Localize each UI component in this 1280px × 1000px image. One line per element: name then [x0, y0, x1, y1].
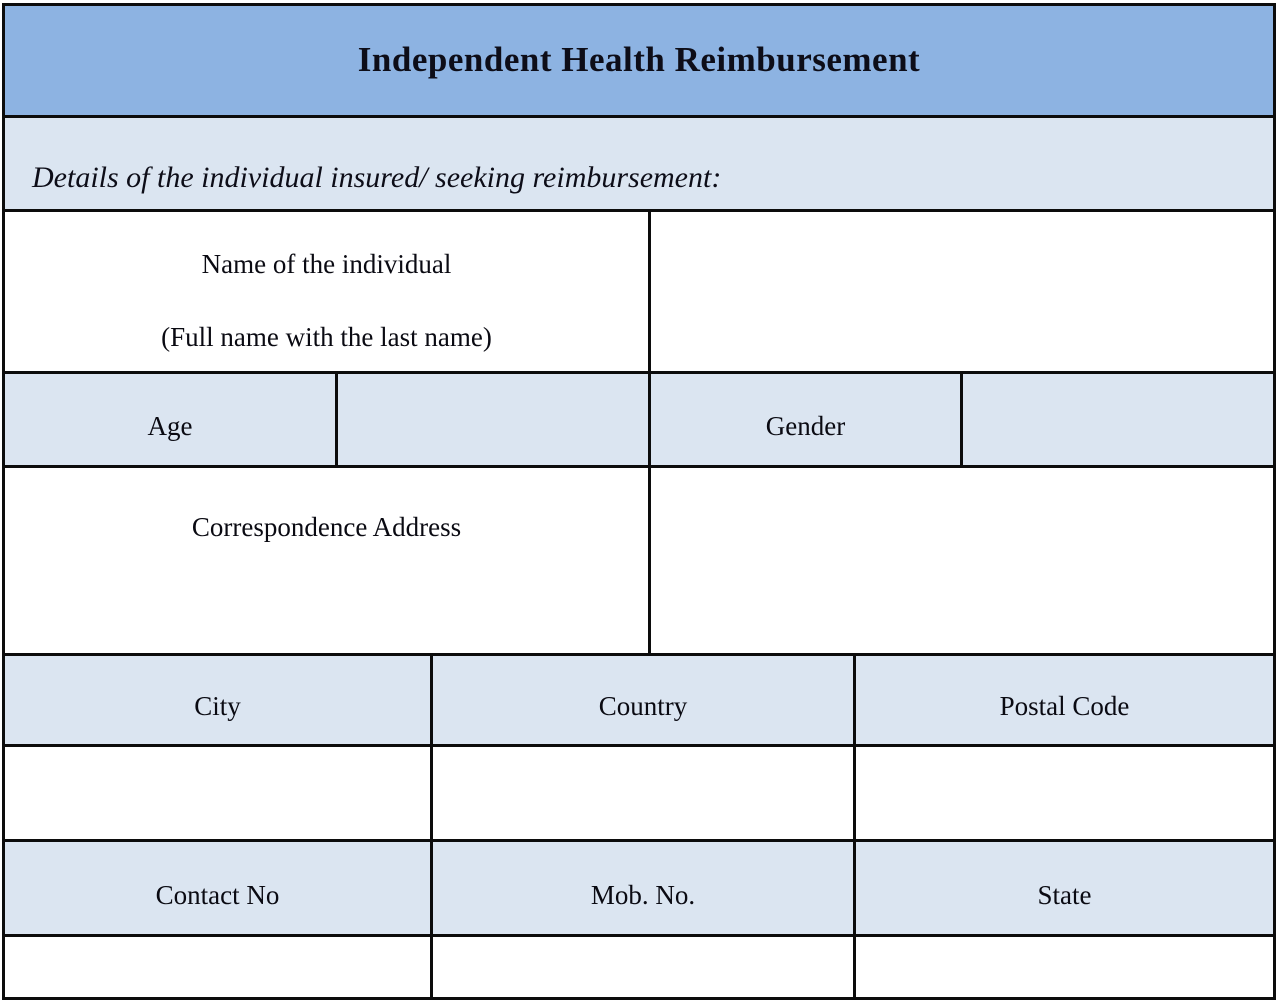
age-label-cell: Age	[5, 374, 335, 465]
contact-no-label: Contact No	[155, 879, 280, 910]
mob-no-label-cell: Mob. No.	[430, 842, 853, 935]
country-label-cell: Country	[430, 656, 853, 744]
address-row: Correspondence Address	[5, 467, 1273, 657]
city-input[interactable]	[5, 746, 430, 840]
city-country-postal-label-row: City Country Postal Code	[5, 656, 1273, 747]
state-label: State	[1037, 879, 1092, 910]
mob-no-label: Mob. No.	[590, 879, 696, 910]
address-label-cell: Correspondence Address	[5, 468, 648, 653]
contact-no-label-cell: Contact No	[5, 842, 430, 934]
contact-mob-state-label-row: Contact No Mob. No. State	[5, 842, 1273, 938]
postal-code-input[interactable]	[853, 746, 1273, 840]
postal-code-label-cell: Postal Code	[853, 656, 1273, 744]
name-sublabel: (Full name with the last name)	[161, 321, 492, 352]
section-heading-row: Details of the individual insured/ seeki…	[5, 117, 1273, 213]
gender-label: Gender	[765, 410, 846, 441]
page-title: Independent Health Reimbursement	[357, 40, 921, 80]
reimbursement-form: Independent Health Reimbursement Details…	[2, 3, 1276, 1000]
state-input[interactable]	[853, 937, 1273, 997]
form-header: Independent Health Reimbursement	[5, 6, 1273, 118]
age-gender-row: Age Gender	[5, 373, 1273, 468]
contact-mob-state-input-row	[5, 937, 1273, 997]
age-input[interactable]	[335, 373, 648, 465]
state-label-cell: State	[853, 842, 1273, 935]
address-label: Correspondence Address	[191, 511, 462, 542]
section-heading: Details of the individual insured/ seeki…	[32, 161, 722, 195]
country-label: Country	[598, 691, 688, 722]
gender-input[interactable]	[960, 373, 1273, 465]
postal-code-label: Postal Code	[999, 691, 1130, 722]
contact-no-input[interactable]	[5, 937, 430, 997]
city-label-cell: City	[5, 656, 430, 744]
address-input[interactable]	[648, 467, 1273, 654]
city-label: City	[194, 691, 241, 722]
gender-label-cell: Gender	[648, 373, 960, 465]
mob-no-input[interactable]	[430, 937, 853, 997]
country-input[interactable]	[430, 746, 853, 840]
city-country-postal-input-row	[5, 746, 1273, 843]
name-row: Name of the individual (Full name with t…	[5, 212, 1273, 374]
name-label: Name of the individual	[201, 248, 452, 279]
age-label: Age	[147, 410, 193, 441]
name-input[interactable]	[648, 212, 1273, 371]
name-label-cell: Name of the individual (Full name with t…	[5, 212, 648, 371]
